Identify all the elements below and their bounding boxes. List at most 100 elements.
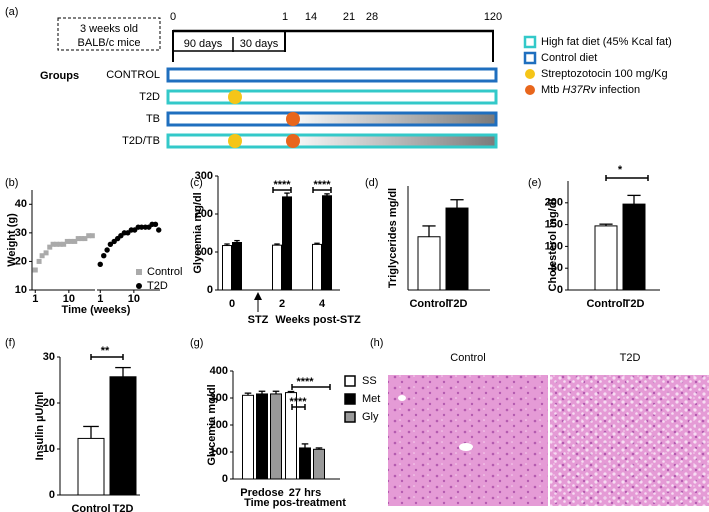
- y-axis-label: Glycemia mg/dl: [192, 192, 204, 273]
- mice-box: [57, 17, 161, 51]
- group-row: [166, 89, 498, 105]
- timeline-tick: 21: [343, 11, 355, 23]
- panel-label: (f): [5, 337, 15, 349]
- point: [79, 236, 85, 242]
- x-axis-label: Time (weeks): [62, 304, 131, 316]
- point: [101, 253, 107, 259]
- legend-part: H37Rv: [562, 84, 597, 96]
- x-tick-label: T2D: [624, 298, 645, 310]
- mtb-dot: [286, 134, 300, 148]
- legend-swatch: [525, 69, 535, 79]
- bar: [417, 236, 441, 291]
- panel-label: (d): [365, 177, 378, 189]
- y-tick-label: 0: [557, 284, 563, 296]
- y-tick-label: 0: [207, 284, 213, 296]
- x-tick-label: 1: [97, 293, 103, 305]
- mice-text: 3 weeks old: [80, 23, 138, 35]
- y-axis-label: Cholesterol mg/dl: [547, 199, 559, 292]
- legend-label: Mtb H37Rv infection: [541, 84, 640, 96]
- bar: [270, 393, 282, 480]
- timeline-tick: 14: [305, 11, 317, 23]
- y-axis-label: Weight (g): [6, 213, 18, 267]
- bar: [445, 207, 469, 291]
- legend-label: T2D: [147, 280, 168, 292]
- legend-swatch: [525, 85, 535, 95]
- stz-dot: [228, 90, 242, 104]
- bar: [285, 392, 297, 480]
- panel-label: (g): [190, 337, 203, 349]
- vacuoles: [550, 375, 709, 506]
- image-title: T2D: [620, 352, 641, 364]
- bar: [312, 243, 322, 291]
- point: [57, 241, 63, 247]
- y-tick-label: 100: [195, 246, 213, 258]
- mtb-dot: [286, 112, 300, 126]
- annotation: ****: [313, 179, 331, 191]
- bar: [256, 393, 268, 480]
- x-tick-label: 27 hrs: [289, 487, 321, 499]
- y-tick-label: 200: [545, 197, 563, 209]
- point: [39, 253, 45, 259]
- point: [54, 241, 60, 247]
- panel-label: (c): [190, 177, 203, 189]
- legend-label: Control: [147, 266, 182, 278]
- group-label: TB: [146, 113, 160, 125]
- group-label: T2D: [139, 91, 160, 103]
- point: [104, 247, 110, 253]
- x-tick-label: Control: [409, 298, 448, 310]
- y-tick-label: 30: [15, 227, 27, 239]
- bar: [232, 242, 242, 291]
- panel-h: (h) Control T2D: [370, 337, 709, 506]
- point: [64, 238, 70, 244]
- bar: [77, 437, 105, 496]
- y-tick-label: 150: [545, 219, 563, 231]
- point: [152, 221, 159, 227]
- group-label: T2D/TB: [122, 135, 160, 147]
- legend-swatch: [136, 283, 142, 289]
- group-row: [166, 67, 498, 83]
- y-tick-label: 400: [210, 365, 228, 377]
- y-tick-label: 50: [551, 262, 563, 274]
- x-tick-label: T2D: [447, 298, 468, 310]
- x-tick-label: 10: [128, 293, 140, 305]
- x-tick-label: 0: [229, 298, 235, 310]
- mice-text: BALB/c mice: [78, 37, 141, 49]
- legend-part: infection: [599, 84, 640, 96]
- point: [75, 236, 81, 242]
- annotation: **: [101, 345, 110, 357]
- histology-image: [388, 375, 548, 506]
- bar: [109, 376, 137, 496]
- timeline-tick: 28: [366, 11, 378, 23]
- point: [61, 241, 67, 247]
- y-tick-label: 20: [43, 397, 55, 409]
- legend-part: Mtb: [541, 84, 559, 96]
- annotation: *: [618, 164, 623, 176]
- group-label: CONTROL: [106, 69, 160, 81]
- point: [82, 236, 88, 242]
- vessel: [398, 395, 406, 401]
- bar: [322, 195, 332, 291]
- legend-label: SS: [362, 375, 377, 387]
- point: [107, 241, 114, 247]
- x-tick-label: Predose: [240, 487, 283, 499]
- y-tick-label: 200: [195, 208, 213, 220]
- point: [138, 224, 145, 230]
- timeline-tick: 120: [484, 11, 502, 23]
- y-tick-label: 20: [15, 255, 27, 267]
- y-tick-label: 300: [195, 170, 213, 182]
- annotation: ****: [273, 179, 291, 191]
- panel-a: (a) 3 weeks old BALB/c mice 0 1 14 21 28…: [5, 6, 672, 149]
- bar: [272, 244, 282, 291]
- period-label: 90 days: [184, 38, 223, 50]
- x-axis-label: Time pos-treatment: [244, 497, 346, 509]
- x-tick-label: 4: [319, 298, 326, 310]
- point: [97, 261, 103, 267]
- point: [43, 250, 49, 256]
- y-tick-label: 10: [15, 284, 27, 296]
- point: [156, 227, 162, 233]
- bar: [622, 203, 646, 291]
- panel-label: (b): [5, 177, 18, 189]
- legend-label: Met: [362, 393, 380, 405]
- point: [89, 233, 95, 239]
